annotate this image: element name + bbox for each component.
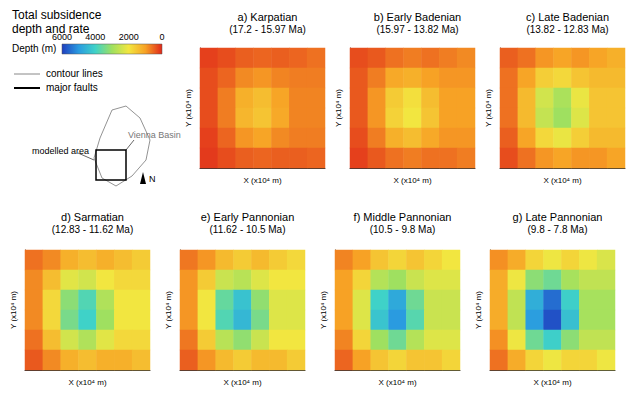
svg-text:X (x10⁴ m): X (x10⁴ m) <box>68 378 106 387</box>
svg-text:Y (x10⁴ m): Y (x10⁴ m) <box>484 89 493 127</box>
svg-text:X (x10⁴ m): X (x10⁴ m) <box>533 378 571 387</box>
svg-text:Y (x10⁴ m): Y (x10⁴ m) <box>474 291 483 329</box>
svg-text:4000: 4000 <box>85 32 105 42</box>
svg-text:major faults: major faults <box>46 82 98 93</box>
svg-text:Depth (m): Depth (m) <box>12 43 56 54</box>
svg-text:N: N <box>149 174 156 184</box>
svg-text:0: 0 <box>159 32 164 42</box>
svg-text:g) Late Pannonian: g) Late Pannonian <box>513 211 603 223</box>
svg-text:X (x10⁴ m): X (x10⁴ m) <box>243 176 281 185</box>
svg-text:Y (x10⁴ m): Y (x10⁴ m) <box>184 89 193 127</box>
svg-text:Y (x10⁴ m): Y (x10⁴ m) <box>334 89 343 127</box>
svg-text:(9.8 - 7.8 Ma): (9.8 - 7.8 Ma) <box>527 224 587 235</box>
svg-text:X (x10⁴ m): X (x10⁴ m) <box>543 176 581 185</box>
svg-text:modelled area: modelled area <box>32 145 89 156</box>
svg-text:Y (x10⁴ m): Y (x10⁴ m) <box>319 291 328 329</box>
svg-text:X (x10⁴ m): X (x10⁴ m) <box>223 378 261 387</box>
svg-text:e) Early Pannonian: e) Early Pannonian <box>201 211 295 223</box>
svg-text:(17.2 - 15.97 Ma): (17.2 - 15.97 Ma) <box>229 24 306 35</box>
svg-text:depth and rate: depth and rate <box>12 22 90 36</box>
svg-text:f) Middle Pannonian: f) Middle Pannonian <box>354 211 452 223</box>
svg-text:c) Late Badenian: c) Late Badenian <box>526 11 609 23</box>
svg-text:a) Karpatian: a) Karpatian <box>238 11 298 23</box>
svg-text:(15.97 - 13.82 Ma): (15.97 - 13.82 Ma) <box>376 24 458 35</box>
svg-text:d) Sarmatian: d) Sarmatian <box>61 211 124 223</box>
svg-text:6000: 6000 <box>52 32 72 42</box>
svg-text:Total subsidence: Total subsidence <box>12 8 105 22</box>
svg-text:X (x10⁴ m): X (x10⁴ m) <box>378 378 416 387</box>
svg-text:(11.62 - 10.5 Ma): (11.62 - 10.5 Ma) <box>210 224 286 235</box>
svg-text:Y (x10⁴ m): Y (x10⁴ m) <box>164 291 173 329</box>
svg-text:Vienna Basin: Vienna Basin <box>128 130 181 140</box>
svg-text:(10.5 - 9.8 Ma): (10.5 - 9.8 Ma) <box>370 224 436 235</box>
svg-text:(12.83 - 11.62 Ma): (12.83 - 11.62 Ma) <box>52 224 134 235</box>
svg-text:b) Early Badenian: b) Early Badenian <box>374 11 461 23</box>
svg-text:Y (x10⁴ m): Y (x10⁴ m) <box>9 291 18 329</box>
svg-text:2000: 2000 <box>119 32 139 42</box>
svg-text:(13.82 - 12.83 Ma): (13.82 - 12.83 Ma) <box>526 24 608 35</box>
svg-text:X (x10⁴ m): X (x10⁴ m) <box>393 176 431 185</box>
svg-text:contour lines: contour lines <box>46 68 103 79</box>
